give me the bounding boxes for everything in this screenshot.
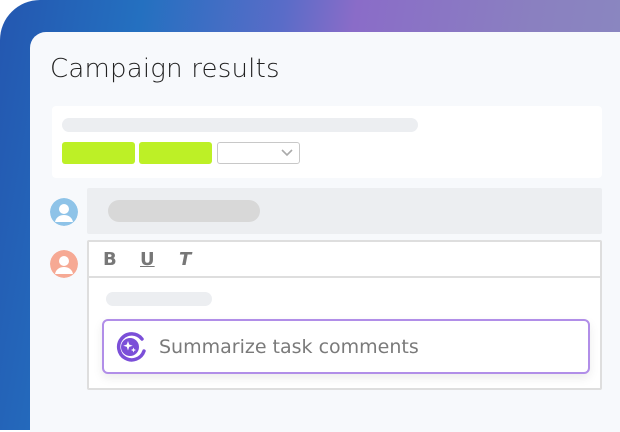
user-icon — [50, 198, 78, 226]
fields-panel — [52, 106, 602, 178]
user-icon — [50, 250, 78, 278]
ai-sparkle-icon — [116, 332, 146, 362]
dropdown-select[interactable] — [217, 142, 300, 164]
comment-editor[interactable]: B U T Summarize task comments — [87, 240, 602, 390]
editor-toolbar: B U T — [89, 242, 600, 278]
bold-button[interactable]: B — [103, 249, 117, 270]
chevron-down-icon — [281, 149, 293, 157]
comment-placeholder — [108, 200, 260, 222]
green-button-1[interactable] — [62, 142, 135, 164]
avatar — [50, 198, 78, 226]
green-button-2[interactable] — [139, 142, 212, 164]
page-title: Campaign results — [50, 54, 280, 84]
avatar — [50, 250, 78, 278]
text-style-button[interactable]: T — [179, 249, 192, 270]
underline-button[interactable]: U — [140, 249, 155, 270]
summarize-comments-button[interactable]: Summarize task comments — [102, 319, 590, 374]
placeholder-bar — [62, 118, 418, 132]
comment-item — [87, 188, 602, 234]
placeholder-bar — [106, 292, 212, 306]
task-card: Campaign results B U T Summarize task co… — [30, 32, 620, 432]
summarize-label: Summarize task comments — [159, 336, 419, 358]
